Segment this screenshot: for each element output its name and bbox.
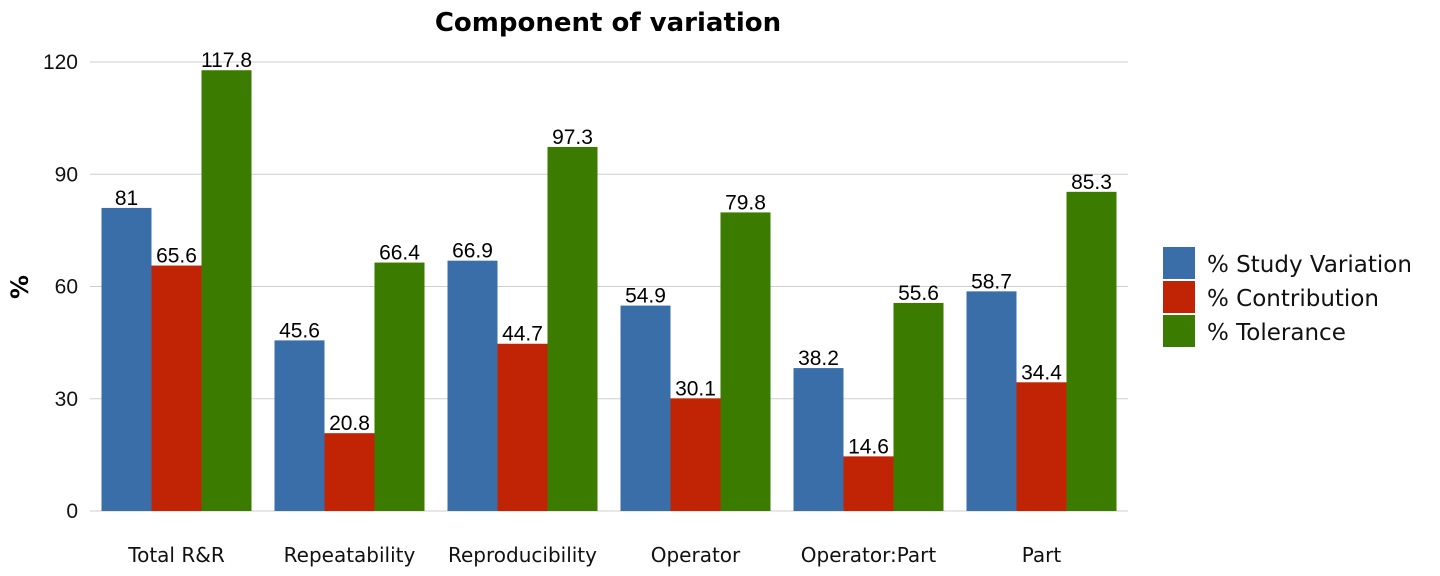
bar bbox=[324, 433, 375, 511]
data-label: 54.9 bbox=[625, 285, 666, 308]
bar bbox=[670, 398, 721, 511]
bar bbox=[1016, 382, 1067, 511]
data-label: 34.4 bbox=[1021, 361, 1062, 384]
y-axis-label: % bbox=[6, 275, 34, 299]
data-label: 117.8 bbox=[201, 49, 252, 72]
legend-swatch bbox=[1163, 315, 1195, 347]
bar bbox=[966, 291, 1017, 511]
bar bbox=[447, 260, 498, 511]
bar bbox=[374, 262, 425, 511]
bar bbox=[893, 302, 944, 511]
legend-label: % Tolerance bbox=[1207, 320, 1346, 346]
bar bbox=[620, 305, 671, 511]
data-label: 66.9 bbox=[452, 240, 493, 263]
legend-label: % Contribution bbox=[1207, 286, 1379, 312]
data-label: 81 bbox=[115, 187, 138, 210]
data-label: 65.6 bbox=[156, 245, 197, 268]
bar bbox=[497, 343, 548, 511]
y-axis-ticks: 0 30 60 90 120 bbox=[43, 51, 78, 523]
x-tick-label: Total R&R bbox=[127, 543, 225, 567]
data-label: 58.7 bbox=[971, 270, 1012, 293]
x-tick-label: Part bbox=[1022, 543, 1062, 567]
data-label: 55.6 bbox=[898, 282, 939, 305]
data-label: 14.6 bbox=[848, 435, 889, 458]
legend-swatch bbox=[1163, 247, 1195, 279]
data-label: 30.1 bbox=[675, 377, 716, 400]
bars bbox=[101, 70, 1117, 512]
bar bbox=[201, 70, 252, 512]
bar bbox=[547, 146, 598, 511]
data-label: 44.7 bbox=[502, 323, 543, 346]
bar bbox=[793, 368, 844, 511]
bar bbox=[151, 265, 202, 511]
data-label: 85.3 bbox=[1071, 171, 1112, 194]
x-tick-label: Reproducibility bbox=[448, 543, 597, 567]
x-tick-label: Operator bbox=[651, 543, 741, 567]
data-labels: 81 65.6 117.8 45.6 20.8 66.4 66.9 44.7 97.3 54.9 3… bbox=[115, 49, 1112, 458]
bar bbox=[720, 212, 771, 512]
x-tick-label: Operator:Part bbox=[801, 543, 937, 567]
legend-item: % Contribution bbox=[1163, 281, 1379, 313]
bar bbox=[1066, 191, 1117, 512]
bar bbox=[843, 456, 894, 511]
data-label: 20.8 bbox=[329, 412, 370, 435]
data-label: 45.6 bbox=[279, 319, 320, 342]
data-label: 38.2 bbox=[798, 347, 839, 370]
x-axis-ticks: Total R&R Repeatability Reproducibility Ope… bbox=[127, 543, 1061, 567]
data-label: 97.3 bbox=[552, 126, 593, 149]
y-tick-label: 120 bbox=[43, 51, 78, 74]
y-tick-label: 60 bbox=[55, 276, 78, 299]
data-label: 79.8 bbox=[725, 191, 766, 214]
y-tick-label: 0 bbox=[66, 500, 78, 523]
y-tick-label: 90 bbox=[55, 163, 78, 186]
y-tick-label: 30 bbox=[55, 388, 78, 411]
legend: % Study Variation % Contribution % Toleran… bbox=[1163, 247, 1412, 347]
data-label: 66.4 bbox=[379, 242, 420, 265]
legend-swatch bbox=[1163, 281, 1195, 313]
bar bbox=[101, 207, 152, 512]
x-tick-label: Repeatability bbox=[284, 543, 416, 567]
legend-item: % Tolerance bbox=[1163, 315, 1346, 347]
bar bbox=[274, 340, 325, 511]
legend-item: % Study Variation bbox=[1163, 247, 1412, 279]
chart-title: Component of variation bbox=[435, 8, 781, 38]
legend-label: % Study Variation bbox=[1207, 252, 1412, 278]
gridlines bbox=[90, 61, 1128, 512]
